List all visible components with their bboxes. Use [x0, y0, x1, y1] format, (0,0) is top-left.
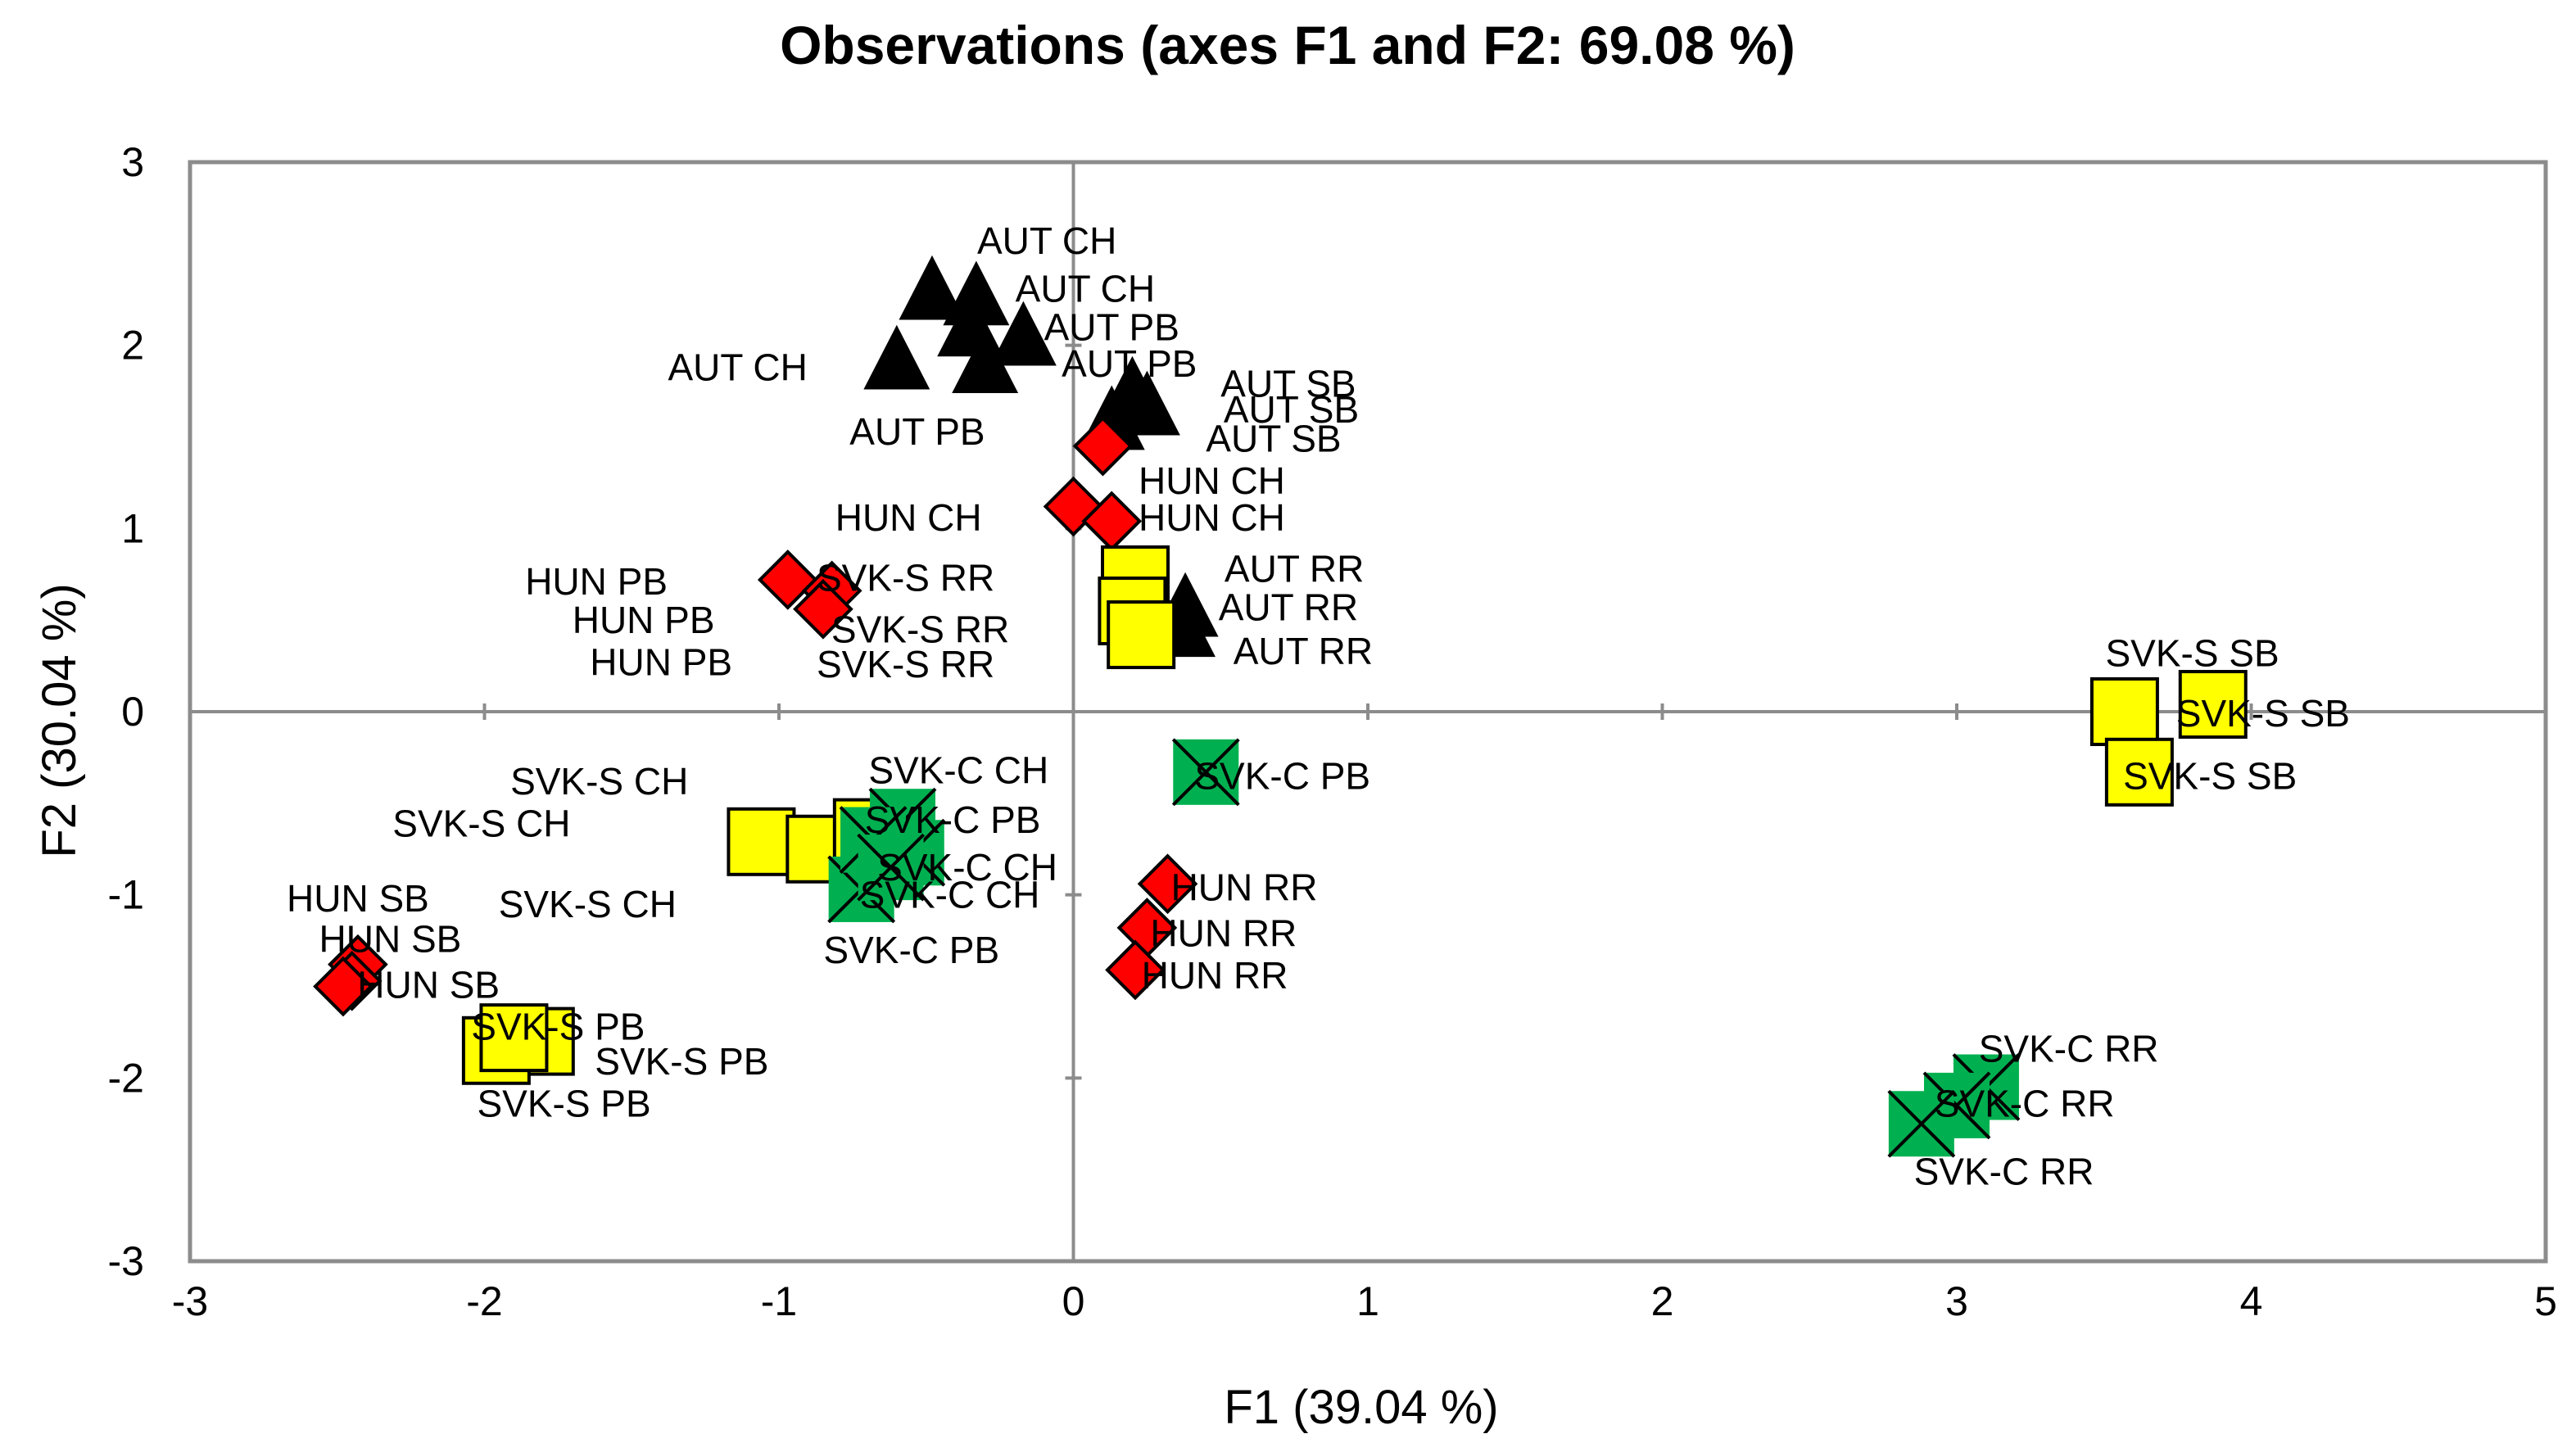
point-label: SVK-S RR [817, 557, 994, 599]
point-label: SVK-C PB [865, 798, 1041, 841]
aut-marker [863, 324, 930, 390]
svk-s-marker [2104, 737, 2174, 807]
point-label: SVK-S PB [595, 1040, 768, 1083]
aut-marker [1113, 370, 1180, 436]
point-label: HUN RR [1171, 866, 1318, 909]
point-label: AUT PB [1044, 305, 1179, 348]
x-tick-label: 5 [2534, 1278, 2557, 1324]
point-label: AUT PB [1062, 342, 1197, 385]
axis-ticks: -3 -2 -1 0 1 2 3 4 5 -3 -2 -1 0 1 2 3 [108, 139, 2557, 1324]
svk-s-marker [479, 1003, 549, 1073]
aut-marker [899, 255, 966, 320]
svk-s-marker [2089, 677, 2159, 746]
point-label: HUN CH [835, 496, 982, 539]
y-tick-label: 1 [121, 505, 144, 551]
point-label: SVK-C RR [1979, 1028, 2159, 1070]
point-label: HUN PB [590, 641, 732, 684]
x-tick-label: 4 [2240, 1278, 2263, 1324]
point-label: AUT SB [1206, 418, 1341, 460]
point-label: SVK-C PB [823, 929, 999, 971]
x-tick-label: -1 [761, 1278, 797, 1324]
point-label: SVK-C PB [1194, 754, 1370, 797]
point-label: HUN SB [319, 917, 462, 960]
point-label: SVK-C RR [1914, 1150, 2094, 1192]
chart-title: Observations (axes F1 and F2: 69.08 %) [780, 15, 1795, 75]
y-tick-label: 3 [121, 139, 144, 185]
x-tick-label: 3 [1945, 1278, 1968, 1324]
point-label: HUN CH [1139, 459, 1285, 502]
point-label: AUT RR [1219, 586, 1358, 629]
point-label: AUT CH [1016, 267, 1155, 310]
point-label: SVK-S CH [499, 883, 677, 925]
x-tick-label: 2 [1651, 1278, 1674, 1324]
x-tick-label: 0 [1062, 1278, 1085, 1324]
point-label: AUT RR [1234, 630, 1373, 672]
svk-s-marker [1107, 600, 1176, 670]
x-tick-label: -3 [172, 1278, 208, 1324]
y-tick-label: -2 [108, 1055, 144, 1101]
point-label: HUN SB [357, 963, 500, 1006]
point-label: SVK-C CH [877, 846, 1057, 889]
hun-marker [1137, 853, 1198, 915]
point-label: SVK-S CH [392, 802, 570, 844]
x-axis-label: F1 (39.04 %) [1224, 1381, 1498, 1434]
hun-marker [793, 578, 853, 640]
point-label: SVK-S RR [831, 608, 1009, 650]
y-tick-label: 2 [121, 323, 144, 369]
hun-marker [1072, 415, 1134, 477]
point-label: HUN SB [287, 877, 429, 920]
point-label: AUT RR [1225, 548, 1364, 590]
point-label: SVK-C CH [860, 874, 1040, 916]
point-label: SVK-S RR [817, 643, 994, 685]
point-label: AUT CH [668, 346, 807, 389]
point-label: HUN CH [1139, 496, 1285, 539]
x-tick-label: -2 [466, 1278, 502, 1324]
svk-c-marker [1171, 738, 1240, 807]
aut-marker [989, 301, 1057, 366]
svk-c-marker [857, 833, 926, 902]
point-label: HUN PB [525, 560, 668, 603]
y-tick-label: -1 [108, 872, 144, 918]
point-label: SVK-S PB [477, 1083, 650, 1125]
point-label: SVK-C RR [1935, 1083, 2115, 1125]
point-label: AUT SB [1220, 363, 1356, 405]
hun-marker [757, 550, 818, 610]
hun-marker [313, 956, 373, 1017]
y-tick-label: 0 [121, 689, 144, 735]
point-label: SVK-S SB [2123, 754, 2297, 797]
x-tick-label: 1 [1356, 1278, 1379, 1324]
svk-s-marker [2178, 670, 2248, 740]
point-label: SVK-S SB [2176, 692, 2350, 735]
point-label: SVK-S CH [510, 760, 688, 803]
point-label: SVK-C CH [868, 749, 1048, 792]
point-label: AUT PB [849, 410, 985, 453]
point-label: HUN PB [573, 599, 715, 641]
point-label: AUT SB [1224, 388, 1359, 431]
point-label: AUT CH [977, 219, 1116, 262]
hun-marker [1105, 939, 1166, 1001]
point-label: HUN RR [1150, 912, 1297, 955]
y-axis-label: F2 (30.04 %) [33, 583, 86, 857]
y-tick-label: -3 [108, 1238, 144, 1284]
point-label: SVK-S PB [471, 1006, 645, 1048]
aut-marker [952, 328, 1019, 394]
data-markers [313, 255, 2248, 1158]
svk-c-marker [1887, 1089, 1956, 1158]
point-label: SVK-S SB [2105, 631, 2279, 674]
svk-s-marker [727, 807, 796, 876]
point-label: HUN RR [1142, 954, 1288, 997]
